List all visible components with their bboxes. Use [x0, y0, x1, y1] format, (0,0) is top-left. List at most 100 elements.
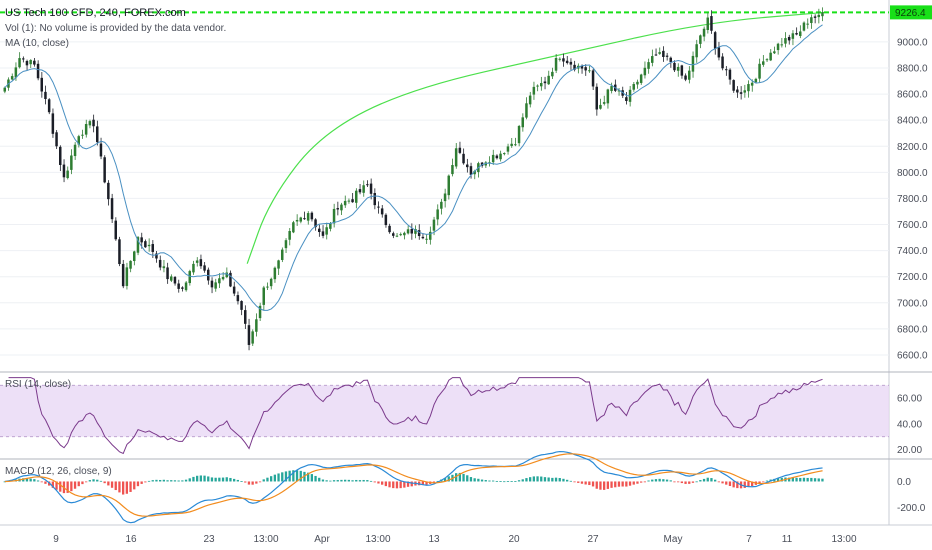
macd-legend[interactable]: MACD (12, 26, close, 9)	[5, 466, 112, 477]
candle-body	[269, 278, 273, 287]
macd-histogram-bar	[462, 473, 465, 482]
candle-body	[654, 54, 658, 56]
macd-histogram-bar	[362, 479, 365, 482]
macd-histogram-bar	[136, 481, 140, 487]
macd-histogram-bar	[562, 478, 565, 482]
candle-body	[33, 60, 36, 65]
candle-body	[591, 70, 595, 87]
candle-body	[443, 193, 447, 202]
time-tick-label: 23	[203, 534, 215, 545]
macd-histogram-bar	[406, 481, 410, 487]
candle-body	[144, 241, 147, 248]
macd-histogram-bar	[177, 480, 180, 482]
candle-body	[47, 99, 51, 113]
candle-body	[22, 58, 25, 60]
macd-histogram-bar	[103, 481, 106, 484]
macd-histogram-bar	[410, 481, 413, 487]
macd-histogram-bar	[614, 481, 617, 488]
candle-body	[170, 276, 173, 281]
candle-body	[380, 208, 384, 215]
candle-body	[258, 305, 262, 319]
moving-average-line	[4, 24, 823, 311]
candle-body	[440, 201, 443, 209]
macd-histogram-bar	[436, 480, 439, 482]
macd-histogram-bar	[247, 481, 251, 485]
price-tick-label: 6800.0	[897, 324, 928, 335]
ma-legend[interactable]: MA (10, close)	[5, 38, 69, 49]
candle-body	[195, 260, 199, 263]
macd-histogram-bar	[506, 481, 510, 482]
macd-histogram-bar	[699, 480, 702, 482]
macd-histogram-bar	[196, 475, 199, 482]
macd-histogram-bar	[203, 475, 206, 482]
candle-body	[25, 60, 29, 66]
candle-body	[107, 182, 110, 200]
macd-histogram-bar	[458, 472, 461, 482]
candle-body	[73, 144, 77, 157]
candle-body	[362, 185, 365, 193]
candle-body	[765, 59, 769, 61]
candle-body	[225, 272, 228, 278]
candle-body	[10, 76, 14, 80]
candle-body	[717, 47, 721, 58]
candle-body	[240, 301, 243, 310]
candle-body	[273, 267, 277, 280]
macd-histogram-bar	[395, 481, 399, 489]
candle-body	[466, 164, 469, 168]
macd-histogram-bar	[292, 470, 295, 482]
candle-body	[802, 22, 806, 31]
candle-body	[514, 144, 517, 146]
candle-body	[203, 265, 206, 271]
candle-body	[96, 126, 99, 143]
candle-body	[617, 90, 621, 92]
symbol-title[interactable]: US Tech 100 CFD, 240, FOREX.com	[5, 7, 186, 19]
macd-histogram-bar	[125, 481, 128, 494]
price-tick-label: 6600.0	[897, 350, 928, 361]
time-tick-label: 13:00	[365, 534, 390, 545]
time-tick-label: 11	[782, 534, 793, 545]
candle-body	[147, 244, 151, 247]
candle-body	[125, 267, 129, 286]
candle-body	[525, 103, 528, 118]
macd-histogram-bar	[59, 481, 62, 492]
macd-histogram-bar	[358, 480, 362, 482]
macd-histogram-bar	[791, 477, 794, 482]
candle-body	[114, 220, 117, 240]
macd-histogram-bar	[388, 481, 391, 488]
macd-histogram-bar	[344, 479, 347, 482]
candle-body	[358, 189, 362, 193]
candle-body	[236, 295, 240, 302]
candle-body	[55, 132, 58, 147]
macd-histogram-bar	[355, 479, 358, 482]
macd-histogram-bar	[236, 479, 239, 482]
macd-histogram-bar	[425, 481, 428, 485]
macd-histogram-bar	[307, 472, 310, 482]
macd-histogram-bar	[566, 479, 569, 482]
macd-histogram-bar	[662, 479, 665, 482]
macd-panel: 0.0 -200.0	[3, 450, 926, 524]
macd-histogram-bar	[284, 471, 288, 482]
macd-histogram-bar	[658, 478, 661, 482]
time-tick-label: 13:00	[253, 534, 278, 545]
candle-body	[118, 239, 121, 265]
candle-body	[277, 260, 280, 269]
candle-body	[136, 237, 140, 253]
macd-histogram-bar	[36, 480, 40, 482]
candle-body	[295, 219, 299, 222]
rsi-band	[0, 385, 889, 437]
candle-body	[554, 57, 558, 71]
candle-body	[329, 223, 332, 229]
candle-body	[306, 213, 310, 221]
macd-histogram-bar	[244, 481, 247, 483]
candle-body	[680, 65, 684, 76]
candle-body	[129, 260, 132, 269]
candle-body	[584, 67, 587, 71]
macd-histogram-bar	[717, 481, 720, 483]
candle-body	[347, 200, 351, 202]
candle-body	[281, 249, 284, 260]
macd-histogram-bar	[617, 481, 621, 487]
macd-histogram-bar	[758, 481, 761, 484]
rsi-legend[interactable]: RSI (14, close)	[5, 379, 71, 390]
time-tick-label: May	[664, 534, 683, 545]
